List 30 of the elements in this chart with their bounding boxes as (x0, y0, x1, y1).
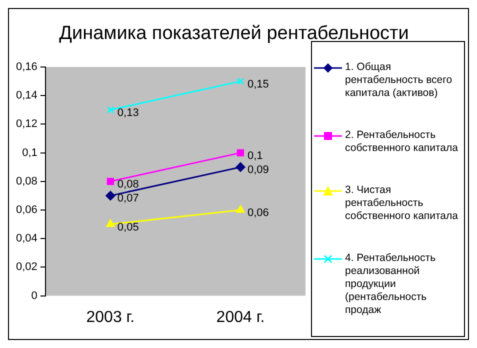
data-label: 0,07 (117, 192, 139, 205)
data-label: 0,09 (247, 164, 269, 176)
y-tick-label: 0,02 (16, 261, 38, 274)
x-tick-label: 2003 г. (86, 308, 135, 326)
legend-label: 4. Рентабельность реализованной продукции (рентабельность продаж (345, 252, 437, 318)
legend-label: 1. Общая рентабельность всего капитала (активов) (345, 60, 454, 100)
y-tick-label: 0,04 (16, 232, 38, 245)
x-tick-label: 2004 г. (216, 308, 265, 326)
data-label: 0,06 (247, 207, 269, 220)
point (236, 162, 246, 172)
legend-label: 3. Чистая рентабельность собственного капитала (345, 184, 459, 224)
point (236, 78, 244, 85)
point (106, 178, 114, 185)
data-label: 0,1 (247, 150, 263, 162)
legend-label: 2. Рентабельность собственного капитала (345, 128, 459, 155)
point (106, 106, 114, 114)
y-tick-label: 0,14 (16, 90, 38, 102)
chart-title: Динамика показателей рентабельности (58, 23, 410, 45)
y-tick-label: 0,12 (16, 118, 38, 130)
point (106, 190, 116, 200)
y-tick-label: 0,08 (16, 175, 38, 188)
y-tick-label: 0,16 (16, 61, 38, 74)
data-label: 0,05 (117, 221, 139, 234)
y-tick-label: 0 (31, 290, 38, 302)
data-label: 0,15 (247, 78, 269, 90)
data-label: 0,13 (117, 106, 139, 119)
y-tick-label: 0,1 (22, 146, 38, 159)
data-label: 0,08 (117, 178, 139, 190)
y-tick-label: 0,06 (16, 204, 38, 216)
point (236, 149, 244, 156)
